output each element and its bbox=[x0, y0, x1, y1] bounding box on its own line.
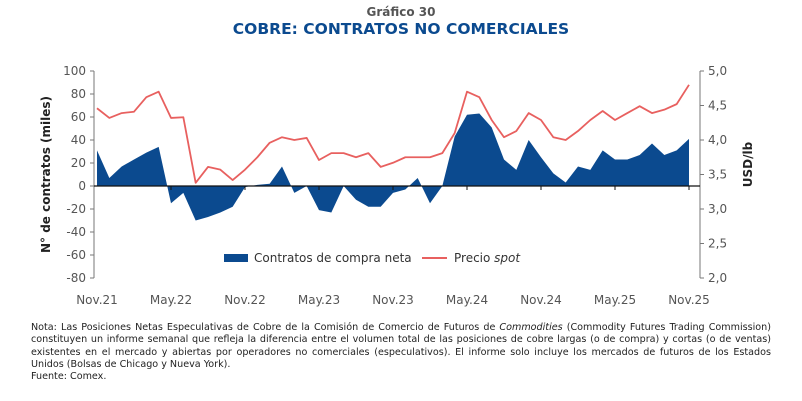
legend-label-price: Precio spot bbox=[454, 251, 521, 265]
left-tick-label: -40 bbox=[66, 225, 86, 239]
left-tick-label: 100 bbox=[63, 64, 86, 78]
x-tick-label: Nov.24 bbox=[520, 293, 562, 307]
left-tick-label: -80 bbox=[66, 271, 86, 285]
chart-note: Nota: Las Posiciones Netas Especulativas… bbox=[31, 322, 771, 383]
right-tick-label: 4,0 bbox=[708, 133, 727, 147]
left-tick-label: 20 bbox=[71, 156, 86, 170]
right-tick-label: 5,0 bbox=[708, 64, 727, 78]
note-italic: Commodities bbox=[499, 322, 563, 333]
x-tick-label: Nov.23 bbox=[372, 293, 414, 307]
note-source: Fuente: Comex. bbox=[31, 371, 107, 383]
x-tick-label: May.23 bbox=[298, 293, 340, 307]
chart-number: Gráfico 30 bbox=[366, 5, 436, 19]
right-tick-label: 3,5 bbox=[708, 168, 727, 182]
note-text-1: Nota: Las Posiciones Netas Especulativas… bbox=[31, 322, 500, 333]
right-axis-title: USD/lb bbox=[741, 141, 755, 187]
x-tick-label: Nov.21 bbox=[76, 293, 118, 307]
left-tick-label: -60 bbox=[66, 248, 86, 262]
right-tick-label: 2,5 bbox=[708, 237, 727, 251]
x-tick-label: Nov.25 bbox=[668, 293, 710, 307]
x-tick-label: May.25 bbox=[594, 293, 636, 307]
x-tick-label: Nov.22 bbox=[224, 293, 266, 307]
right-tick-label: 3,0 bbox=[708, 202, 727, 216]
chart-svg: 100 80 60 40 20 0 -20 -40 -60 -80 5,0 4,5 4,0 3,5 3,0 2… bbox=[39, 64, 755, 307]
legend-swatch-net bbox=[224, 254, 248, 262]
left-tick-label: 0 bbox=[78, 179, 86, 193]
left-tick-label: 80 bbox=[71, 87, 86, 101]
x-tick-label: May.24 bbox=[446, 293, 488, 307]
left-axis-title: N° de contratos (miles) bbox=[39, 96, 53, 253]
left-tick-label: 60 bbox=[71, 110, 86, 124]
legend: Contratos de compra neta Precio spot bbox=[224, 251, 521, 265]
legend-label-net: Contratos de compra neta bbox=[254, 251, 412, 265]
spot-price-line bbox=[96, 84, 690, 184]
left-tick-label: 40 bbox=[71, 133, 86, 147]
chart-title: COBRE: CONTRATOS NO COMERCIALES bbox=[232, 20, 570, 38]
right-tick-label: 4,5 bbox=[708, 99, 727, 113]
left-tick-label: -20 bbox=[66, 202, 86, 216]
right-tick-label: 2,0 bbox=[708, 271, 727, 285]
x-tick-label: May.22 bbox=[150, 293, 192, 307]
note-text-2: (Commodity Futures Trading Commission) c… bbox=[31, 322, 771, 370]
